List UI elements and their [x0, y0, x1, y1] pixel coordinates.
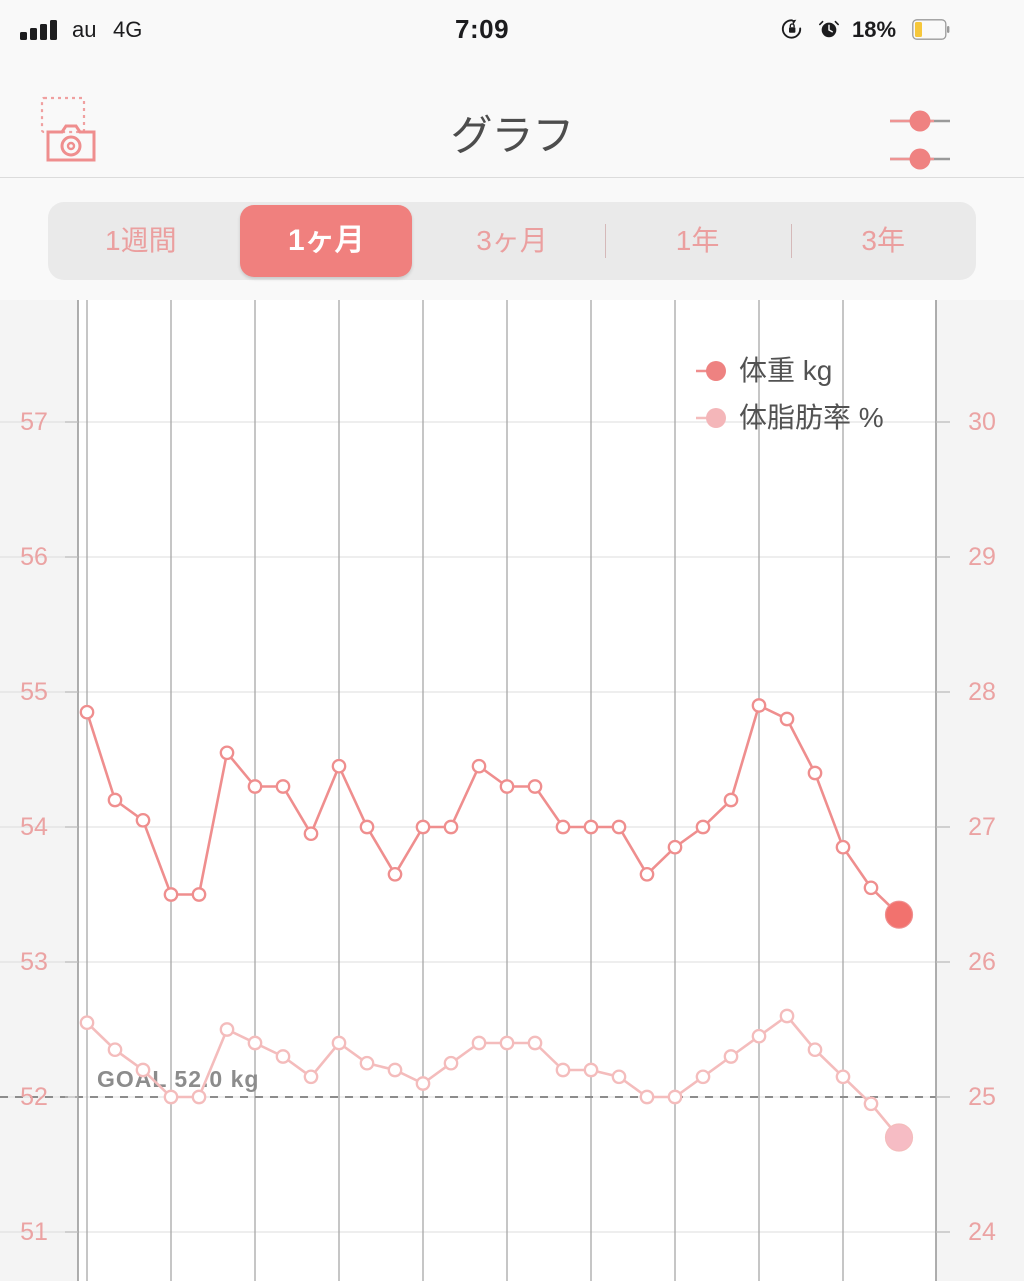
svg-text:53: 53	[20, 948, 48, 976]
svg-text:体脂肪率 %: 体脂肪率 %	[739, 402, 884, 433]
svg-text:25: 25	[968, 1083, 996, 1111]
svg-text:29: 29	[968, 543, 996, 571]
svg-text:57: 57	[20, 408, 48, 436]
svg-text:GOAL 52.0 kg: GOAL 52.0 kg	[97, 1066, 259, 1092]
svg-text:28: 28	[968, 678, 996, 706]
svg-text:27: 27	[968, 813, 996, 841]
svg-text:24: 24	[968, 1218, 996, 1246]
svg-text:52: 52	[20, 1083, 48, 1111]
svg-text:56: 56	[20, 543, 48, 571]
svg-text:54: 54	[20, 813, 48, 841]
svg-text:体重 kg: 体重 kg	[739, 355, 832, 386]
svg-text:26: 26	[968, 948, 996, 976]
svg-text:30: 30	[968, 408, 996, 436]
svg-text:51: 51	[20, 1218, 48, 1246]
svg-text:55: 55	[20, 678, 48, 706]
